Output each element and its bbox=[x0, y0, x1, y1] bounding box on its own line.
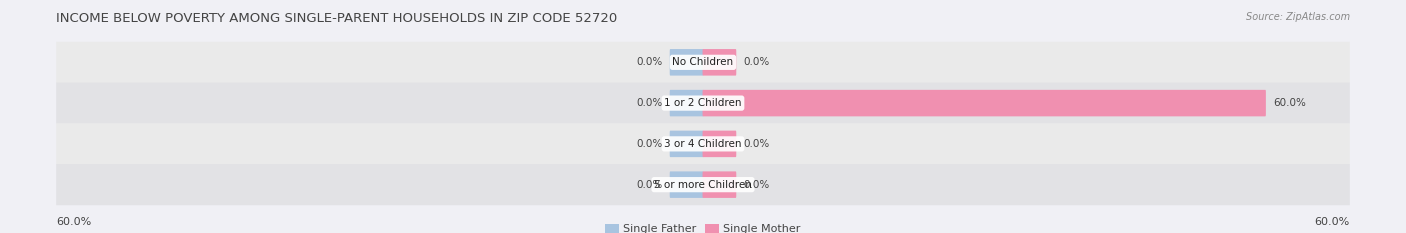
FancyBboxPatch shape bbox=[669, 49, 703, 75]
Text: 0.0%: 0.0% bbox=[744, 180, 769, 190]
Text: 60.0%: 60.0% bbox=[1272, 98, 1306, 108]
Legend: Single Father, Single Mother: Single Father, Single Mother bbox=[606, 224, 800, 233]
FancyBboxPatch shape bbox=[56, 164, 1350, 205]
FancyBboxPatch shape bbox=[56, 123, 1350, 164]
Text: 60.0%: 60.0% bbox=[1315, 217, 1350, 227]
FancyBboxPatch shape bbox=[669, 171, 703, 198]
FancyBboxPatch shape bbox=[703, 171, 737, 198]
FancyBboxPatch shape bbox=[56, 42, 1350, 83]
FancyBboxPatch shape bbox=[56, 82, 1350, 124]
Text: 5 or more Children: 5 or more Children bbox=[654, 180, 752, 190]
Text: 0.0%: 0.0% bbox=[637, 57, 662, 67]
Text: 0.0%: 0.0% bbox=[637, 180, 662, 190]
Text: Source: ZipAtlas.com: Source: ZipAtlas.com bbox=[1246, 12, 1350, 22]
Text: 1 or 2 Children: 1 or 2 Children bbox=[664, 98, 742, 108]
Text: 0.0%: 0.0% bbox=[744, 139, 769, 149]
Text: 0.0%: 0.0% bbox=[637, 98, 662, 108]
Text: 3 or 4 Children: 3 or 4 Children bbox=[664, 139, 742, 149]
Text: 0.0%: 0.0% bbox=[744, 57, 769, 67]
Text: 60.0%: 60.0% bbox=[56, 217, 91, 227]
FancyBboxPatch shape bbox=[703, 90, 1265, 116]
FancyBboxPatch shape bbox=[703, 49, 737, 75]
FancyBboxPatch shape bbox=[703, 131, 737, 157]
FancyBboxPatch shape bbox=[669, 90, 703, 116]
Text: No Children: No Children bbox=[672, 57, 734, 67]
FancyBboxPatch shape bbox=[669, 131, 703, 157]
Text: 0.0%: 0.0% bbox=[637, 139, 662, 149]
Text: INCOME BELOW POVERTY AMONG SINGLE-PARENT HOUSEHOLDS IN ZIP CODE 52720: INCOME BELOW POVERTY AMONG SINGLE-PARENT… bbox=[56, 12, 617, 25]
